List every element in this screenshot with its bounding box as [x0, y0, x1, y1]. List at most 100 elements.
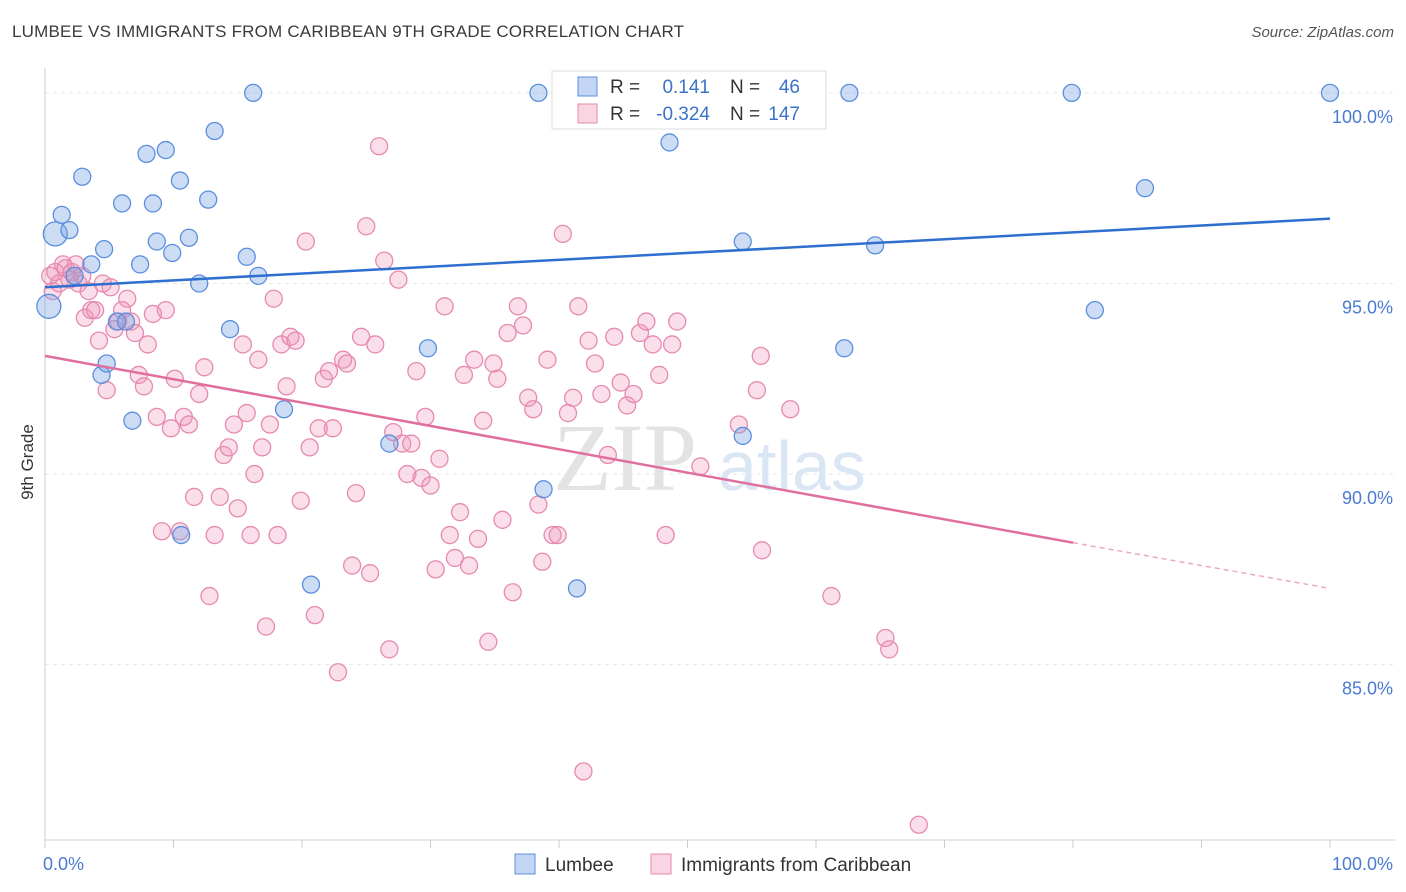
immigrants-point: [435, 297, 454, 316]
immigrants-point: [421, 476, 440, 495]
trend-line-lumbee: [44, 217, 1331, 289]
immigrants-point: [445, 548, 465, 568]
chart-title: LUMBEE VS IMMIGRANTS FROM CARIBBEAN 9TH …: [12, 22, 685, 41]
immigrants-point: [300, 438, 319, 457]
lumbee-point: [529, 83, 548, 103]
immigrants-point: [291, 491, 310, 510]
immigrants-point: [195, 358, 214, 377]
immigrants-point: [662, 335, 682, 354]
immigrants-point: [656, 525, 675, 545]
immigrants-point: [643, 335, 662, 354]
lumbee-point: [60, 220, 79, 240]
immigrants-point: [342, 556, 362, 575]
lumbee-point: [274, 400, 294, 419]
bottom-legend-label-immigrants: Immigrants from Caribbean: [681, 855, 911, 876]
immigrants-point: [752, 541, 772, 560]
legend-r-label-immigrants: R =: [610, 104, 640, 125]
bottom-legend-label-lumbee: Lumbee: [545, 855, 614, 876]
immigrants-point: [237, 403, 256, 423]
immigrants-point: [498, 323, 517, 343]
immigrants-point: [101, 278, 120, 297]
lumbee-point: [835, 339, 854, 358]
lumbee-point: [172, 525, 191, 545]
lumbee-point: [143, 194, 163, 213]
lumbee-point: [1085, 300, 1104, 320]
immigrants-point: [630, 323, 650, 343]
legend-r-label-lumbee: R =: [610, 77, 640, 98]
lumbee-point: [1062, 83, 1081, 103]
immigrants-point: [579, 331, 598, 350]
lumbee-point: [865, 236, 885, 255]
legend-n-label-lumbee: N =: [730, 77, 760, 98]
immigrants-point: [553, 224, 573, 244]
immigrants-point: [253, 438, 272, 457]
immigrants-point: [82, 300, 101, 320]
immigrants-point: [210, 487, 229, 507]
immigrants-point: [751, 346, 770, 366]
legend-n-value-immigrants: 147: [768, 104, 800, 125]
lumbee-point: [199, 190, 218, 209]
lumbee-point: [156, 140, 175, 160]
immigrants-point: [389, 270, 408, 289]
immigrants-point: [574, 762, 593, 781]
x-tick-labels: 0.0% 100.0%: [43, 854, 1393, 874]
immigrants-point: [454, 365, 474, 385]
immigrants-point: [375, 251, 394, 270]
lumbee-point: [82, 255, 101, 274]
immigrants-point: [402, 434, 421, 453]
lumbee-point: [179, 228, 199, 247]
immigrants-point: [366, 335, 385, 354]
legend-swatch-immigrants: [577, 103, 598, 124]
y-tick-label: 95.0%: [1342, 297, 1393, 317]
immigrants-point: [286, 331, 305, 350]
immigrants-point: [513, 316, 533, 335]
trend-line-immigrants-extension: [1072, 541, 1331, 590]
lumbee-point: [116, 312, 136, 331]
immigrants-point: [880, 640, 899, 659]
immigrants-point: [508, 297, 528, 316]
immigrants-point: [611, 373, 630, 392]
immigrants-point: [637, 312, 656, 331]
lumbee-point: [94, 240, 114, 259]
immigrants-point: [465, 350, 484, 369]
series-lumbee-points: [36, 83, 1340, 598]
lumbee-point: [733, 426, 752, 446]
immigrants-point: [260, 415, 280, 434]
immigrants-point: [909, 815, 928, 834]
immigrants-point: [161, 419, 181, 438]
immigrants-point: [264, 289, 283, 308]
immigrants-point: [459, 556, 479, 575]
immigrants-point: [617, 396, 637, 415]
immigrants-point: [357, 217, 376, 236]
lumbee-point: [130, 255, 150, 274]
lumbee-point: [534, 480, 553, 499]
immigrants-point: [249, 350, 268, 369]
immigrants-point: [624, 384, 643, 404]
gridlines: [45, 92, 1395, 666]
immigrants-point: [691, 457, 710, 476]
immigrants-point: [558, 403, 578, 423]
immigrants-point: [184, 487, 204, 507]
immigrants-point: [398, 464, 417, 484]
x-tick-label-min: 0.0%: [43, 854, 84, 874]
immigrants-point: [569, 297, 588, 316]
lumbee-point: [123, 411, 142, 430]
watermark: ZIP atlas: [553, 404, 866, 511]
legend-swatch-lumbee: [577, 76, 598, 97]
immigrants-point: [563, 388, 583, 407]
legend-n-label-immigrants: N =: [730, 104, 760, 125]
immigrants-point: [822, 586, 841, 606]
immigrants-point: [474, 411, 493, 430]
immigrants-point: [360, 564, 380, 583]
immigrants-point: [277, 377, 296, 396]
immigrants-point: [440, 525, 459, 545]
lumbee-point: [147, 232, 166, 251]
legend-r-value-lumbee: 0.141: [662, 77, 710, 98]
immigrants-point: [488, 369, 507, 388]
lumbee-point: [418, 339, 438, 358]
lumbee-point: [840, 83, 859, 103]
top-legend: R = 0.141 N = 46 R = -0.324 N = 147: [551, 70, 827, 130]
immigrants-point: [337, 354, 357, 373]
immigrants-point: [179, 415, 199, 434]
y-axis-title: 9th Grade: [18, 424, 37, 500]
